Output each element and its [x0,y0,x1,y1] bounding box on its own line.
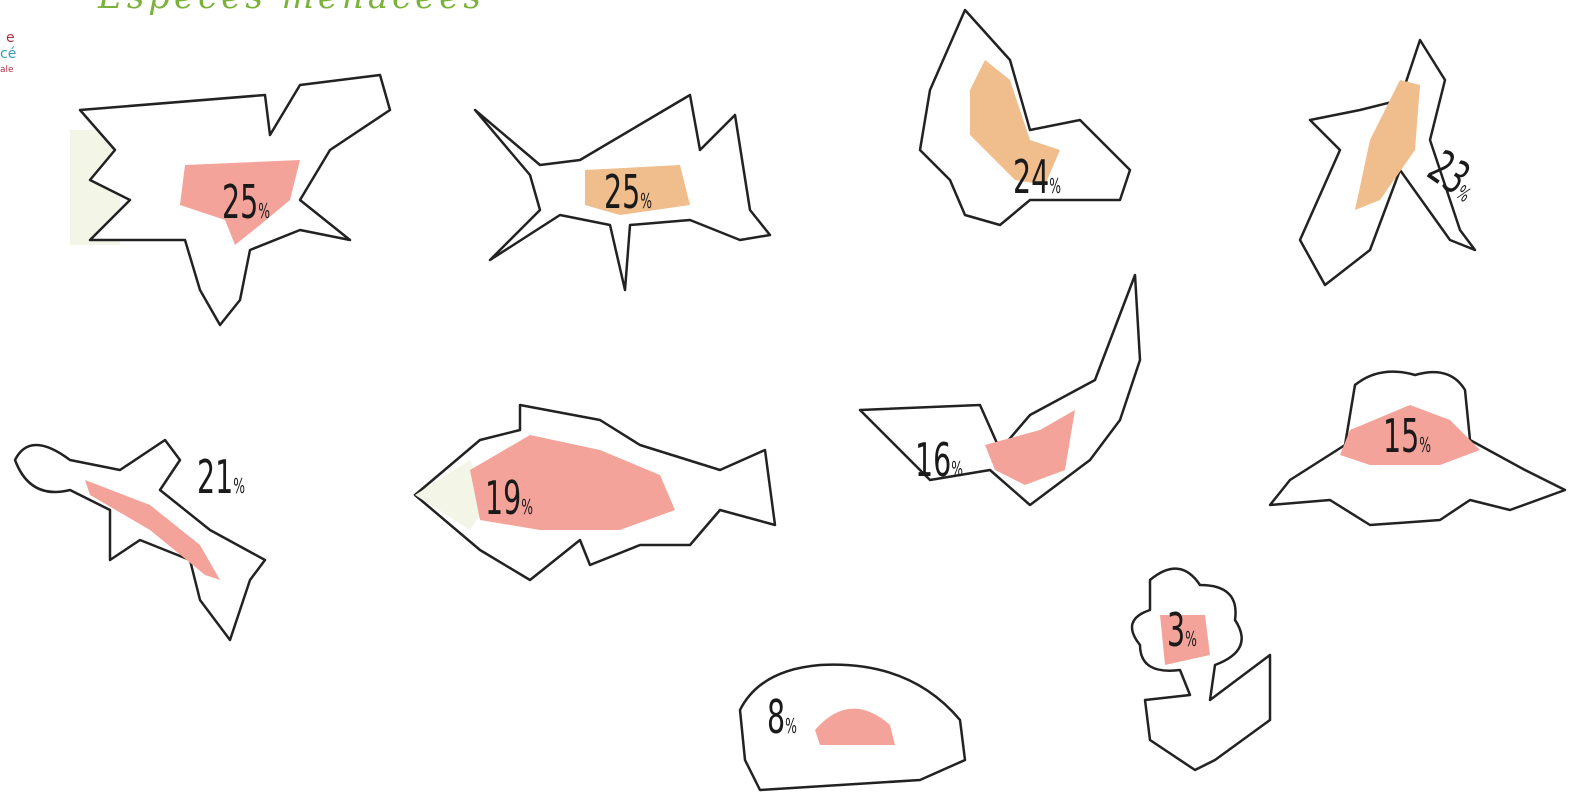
percent-value: 3 [1167,604,1185,658]
percent-value: 19 [485,472,521,526]
percent-value: 25 [222,176,258,230]
bat [860,275,1140,505]
species-percent: 21% [197,451,245,505]
percent-unit: % [258,200,270,223]
percent-value: 21 [197,451,233,505]
percent-value: 24 [1013,151,1049,205]
percent-unit: % [1185,628,1197,651]
percent-value: 8 [767,691,785,745]
percent-value: 25 [604,166,640,220]
infographic: Espèces menacées e cé ale [0,0,1571,795]
logo-line: ale [0,65,14,75]
title: Espèces menacées [97,0,485,17]
labels: 25%25%24%23%21%19%16%15%3%8% [197,141,1489,745]
percent-unit: % [640,190,652,213]
percent-unit: % [233,475,245,498]
logo-line: cé [0,46,16,62]
fish [415,405,775,580]
percent-unit: % [1419,434,1431,457]
percent-unit: % [1049,175,1061,198]
percent-value: 15 [1383,410,1419,464]
logo-line: e [6,30,15,46]
percent-unit: % [521,496,533,519]
percent-unit: % [951,458,963,481]
percent-unit: % [785,715,797,738]
percent-value: 16 [915,434,951,488]
flower [1132,569,1270,770]
